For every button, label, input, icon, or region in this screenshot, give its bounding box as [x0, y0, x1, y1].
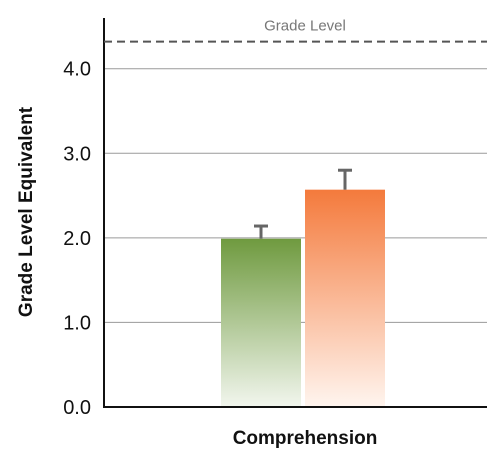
axes	[103, 18, 487, 408]
y-tick-label: 3.0	[63, 143, 91, 165]
bar	[221, 238, 301, 407]
y-tick-label: 1.0	[63, 312, 91, 334]
reference-line-group: Grade Level	[104, 18, 487, 43]
grade-level-reference-label: Grade Level	[264, 18, 346, 35]
bars	[221, 168, 385, 407]
y-tick-labels: 0.0 1.0 2.0 3.0 4.0	[63, 59, 91, 419]
y-tick-label: 4.0	[63, 59, 91, 81]
y-tick-label: 0.0	[63, 397, 91, 419]
bar	[305, 189, 385, 407]
y-axis-title: Grade Level Equivalent	[16, 106, 37, 317]
y-tick-label: 2.0	[63, 228, 91, 250]
x-axis-title: Comprehension	[233, 428, 378, 449]
